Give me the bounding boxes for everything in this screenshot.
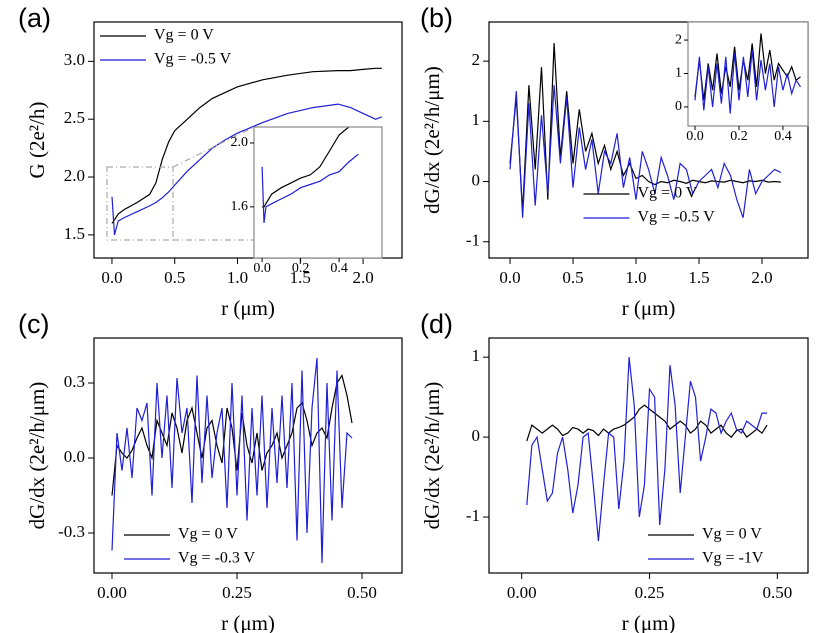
y-tick-label: 1 <box>472 110 481 129</box>
y-tick-label: 0 <box>675 99 682 114</box>
panel-label: (a) <box>18 3 51 33</box>
x-tick-label: 0.0 <box>253 261 271 276</box>
x-axis-label: r (μm) <box>622 296 676 320</box>
x-tick-label: 0.50 <box>762 583 792 602</box>
x-tick-label: 0.5 <box>164 268 185 287</box>
y-tick-label: 1.5 <box>64 224 85 243</box>
x-tick-label: 1.5 <box>688 268 709 287</box>
x-tick-label: 2.0 <box>352 268 373 287</box>
axes-frame <box>488 337 809 574</box>
y-tick-label: 2 <box>675 32 682 47</box>
legend-label: Vg = 0 V <box>154 27 214 44</box>
series-line <box>509 43 781 212</box>
legend-label: Vg = -0.3 V <box>178 550 256 567</box>
x-axis-label: r (μm) <box>622 611 676 633</box>
y-tick-label: 0.0 <box>64 447 85 466</box>
x-tick-label: 0.0 <box>499 268 520 287</box>
y-tick-label: 2.5 <box>64 108 85 127</box>
inset: 0.0 0.2 0.4 0 1 2 <box>675 21 809 144</box>
x-tick-label: 2.0 <box>751 268 772 287</box>
x-tick-label: 1.0 <box>625 268 646 287</box>
y-tick-label: -1 <box>466 506 480 525</box>
axes-frame <box>93 21 403 259</box>
legend-label: Vg = 0 V <box>178 526 238 543</box>
panel: 0.0 0.5 1.0 1.5 2.0 1.5 2.0 2.5 3.0 r (μm) G (2e²/… <box>18 3 403 320</box>
x-tick-label: 0.00 <box>507 583 537 602</box>
panel-label: (d) <box>420 309 453 339</box>
axes-frame <box>687 21 809 127</box>
y-tick-label: -0.3 <box>58 522 85 541</box>
zoom-guide <box>106 126 255 241</box>
y-axis-label: dG/dx (2e²/h/μm) <box>420 382 444 530</box>
y-tick-label: 2.0 <box>231 135 249 150</box>
series-line <box>526 357 768 542</box>
y-axis-label: dG/dx (2e²/h/μm) <box>25 382 49 530</box>
x-tick-label: 1.5 <box>290 268 311 287</box>
series-line <box>526 404 768 442</box>
axes-frame <box>93 337 403 574</box>
series-line <box>111 357 353 564</box>
x-axis-label: r (μm) <box>221 611 275 633</box>
x-tick-label: 0.25 <box>635 583 665 602</box>
y-tick-label: 2 <box>472 50 481 69</box>
y-tick-label: 0 <box>472 426 481 445</box>
series-line <box>694 50 802 114</box>
y-tick-label: 2.0 <box>64 166 85 185</box>
y-tick-label: 1 <box>675 66 682 81</box>
x-tick-label: 1.0 <box>227 268 248 287</box>
zoom-box <box>106 166 174 241</box>
x-tick-label: 0.5 <box>562 268 583 287</box>
x-tick-label: 0.4 <box>774 129 792 144</box>
zoom-line <box>172 126 255 168</box>
x-tick-label: 0.50 <box>347 583 377 602</box>
series-line <box>509 85 782 218</box>
series-line <box>262 127 351 208</box>
x-tick-label: 0.0 <box>101 268 122 287</box>
series-line <box>111 103 383 236</box>
y-tick-label: -1 <box>466 231 480 250</box>
inset: 0.0 0.2 0.4 1.6 2.0 <box>231 126 383 276</box>
series-line <box>111 67 382 224</box>
legend-label: Vg = 0 V <box>702 526 762 543</box>
y-tick-label: 3.0 <box>64 50 85 69</box>
panel: 0.00 0.25 0.50 -1 0 1 r (μm) dG/dx (2e²/h/μm) (d… <box>420 309 809 633</box>
x-tick-label: 0.25 <box>222 583 252 602</box>
x-axis-label: r (μm) <box>221 296 275 320</box>
legend-label: Vg = -1V <box>702 550 764 567</box>
legend-label: Vg = -0.5 V <box>638 209 716 226</box>
panel-label: (b) <box>420 3 453 33</box>
legend-label: Vg = -0.5 V <box>154 51 232 68</box>
x-tick-label: 0.2 <box>730 129 748 144</box>
legend-label: Vg = 0 V <box>638 185 698 202</box>
x-tick-label: 0.00 <box>97 583 127 602</box>
x-tick-label: 0.0 <box>686 129 704 144</box>
x-tick-label: 0.2 <box>292 261 310 276</box>
y-axis-label: dG/dx (2e²/h/μm) <box>420 66 444 214</box>
y-tick-label: 1.6 <box>231 199 249 214</box>
inset-background <box>254 127 382 258</box>
axes-frame <box>253 126 383 259</box>
y-axis-label: G (2e²/h) <box>25 102 49 179</box>
y-tick-label: 0.3 <box>64 372 85 391</box>
panel-label: (c) <box>18 309 49 339</box>
axes-frame <box>488 21 809 259</box>
panel: 0.0 0.5 1.0 1.5 2.0 -1 0 1 2 r (μm) dG/dx (2e²/h/μ… <box>420 3 809 320</box>
series-line <box>694 33 801 101</box>
series-line <box>111 374 353 496</box>
series-line <box>261 153 359 223</box>
y-tick-label: 1 <box>472 346 481 365</box>
panel: 0.00 0.25 0.50 -0.3 0.0 0.3 r (μm) dG/dx (2e²/h… <box>18 309 403 633</box>
y-tick-label: 0 <box>472 170 481 189</box>
x-tick-label: 0.4 <box>330 261 348 276</box>
